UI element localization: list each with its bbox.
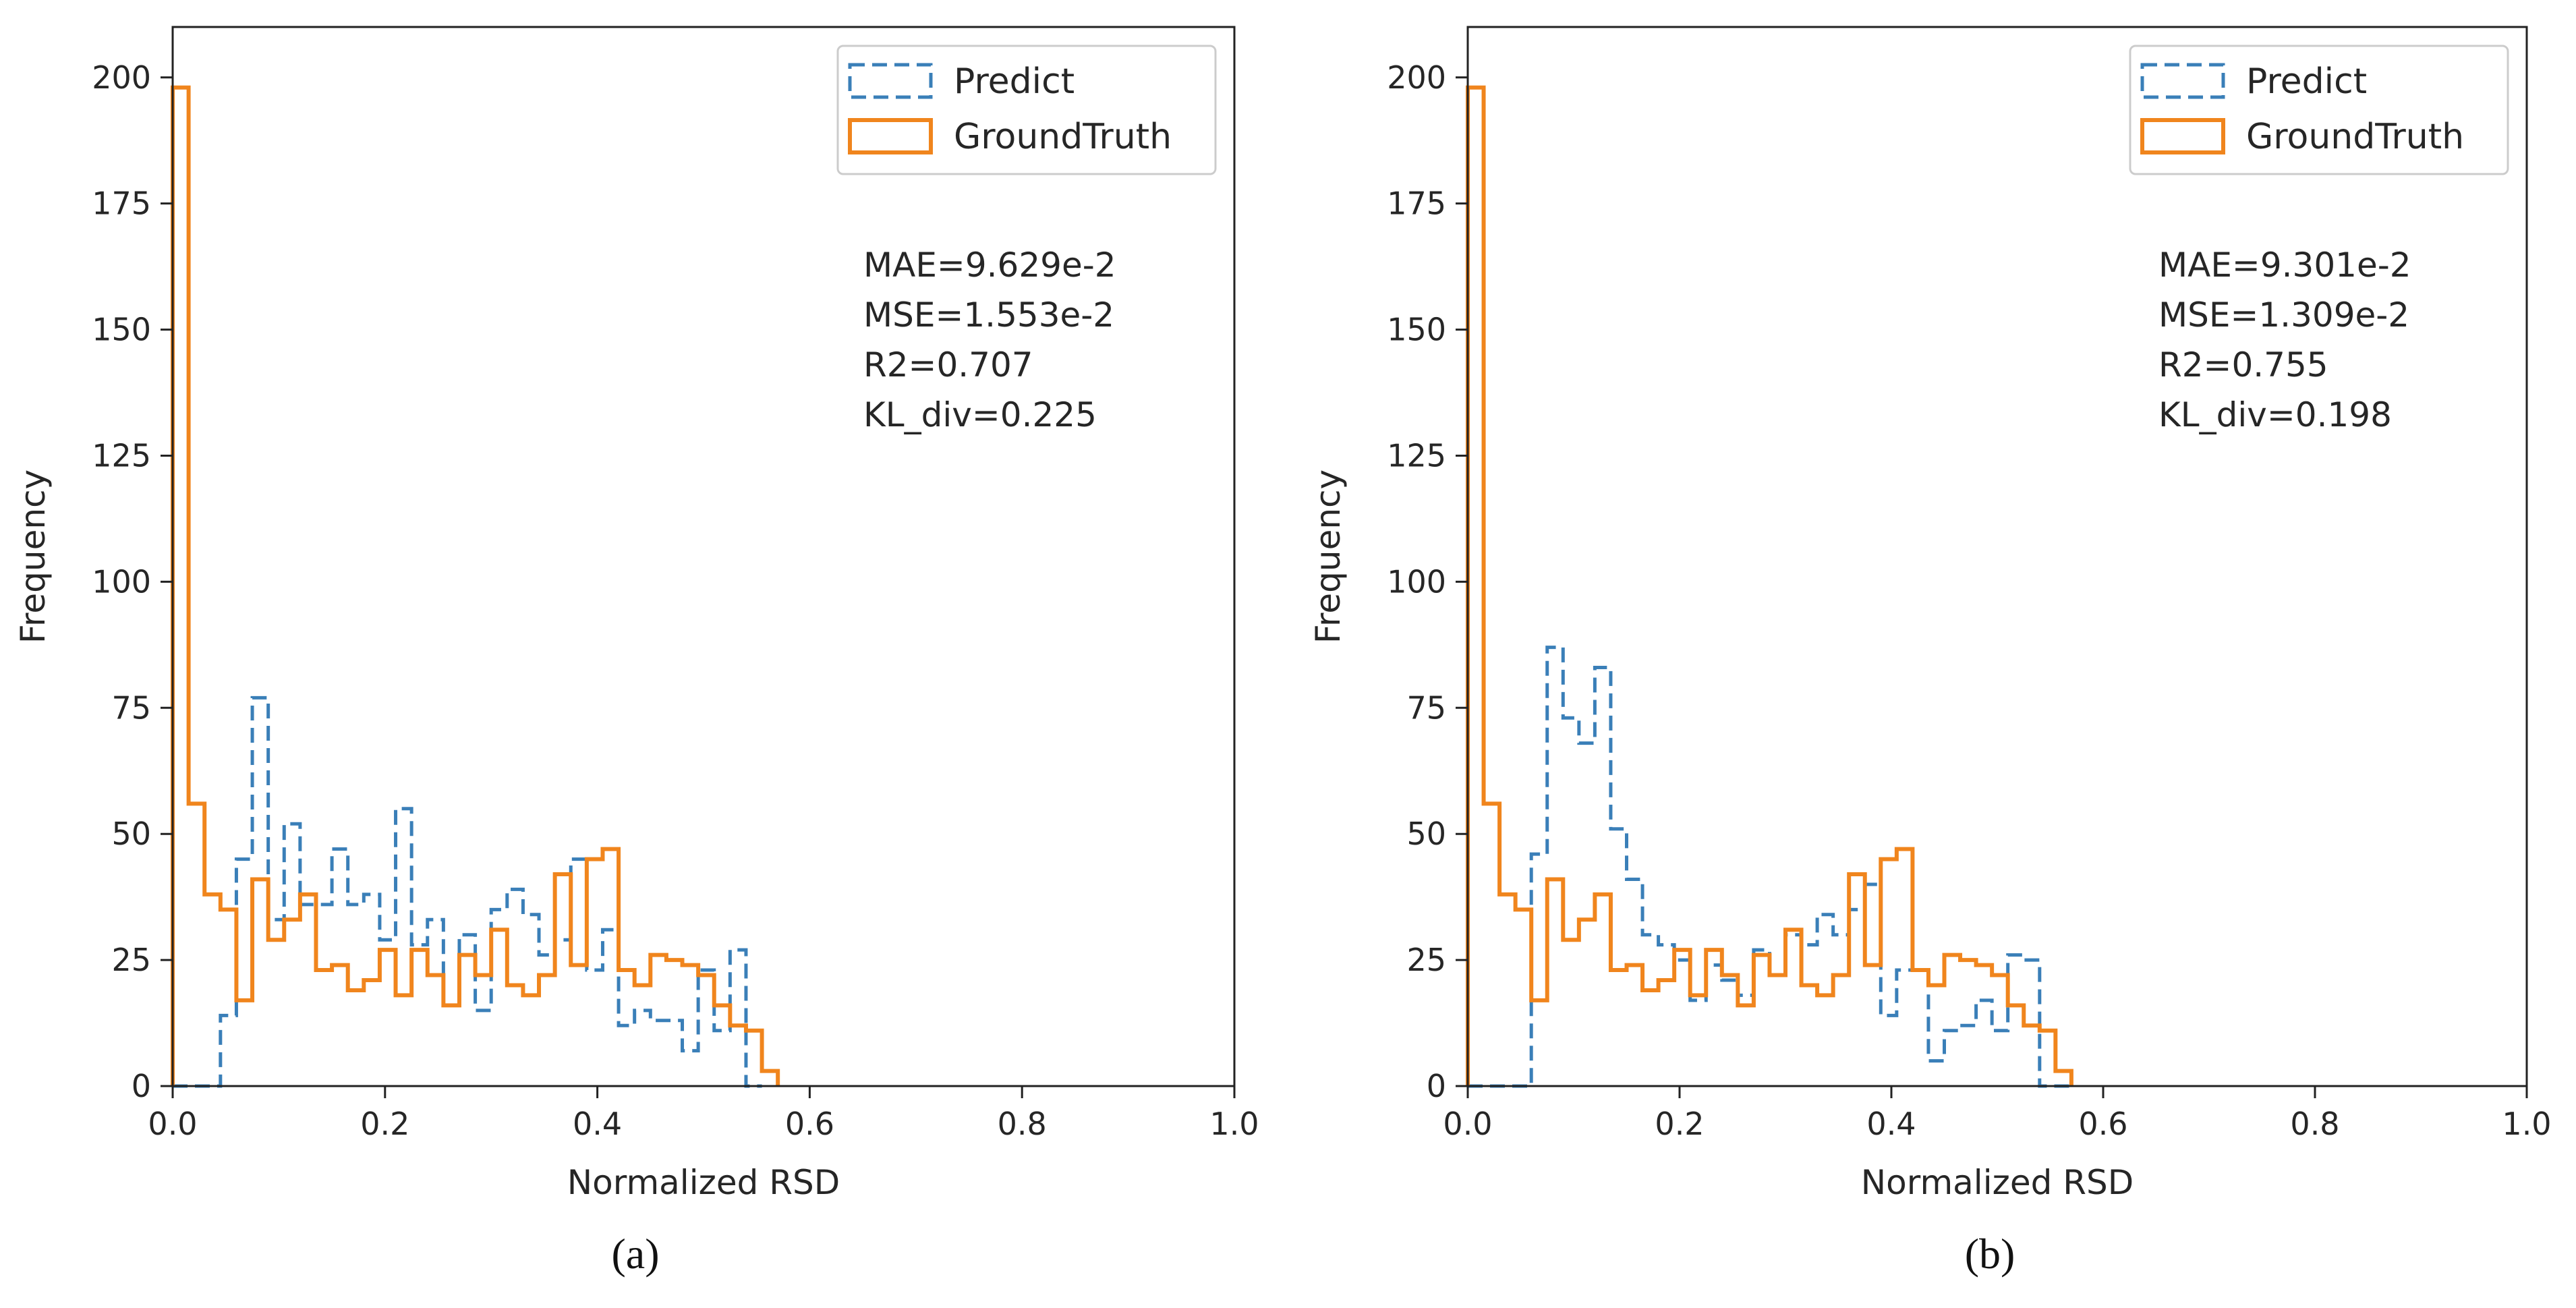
x-tick-label: 1.0 xyxy=(2502,1106,2551,1142)
y-tick-label: 125 xyxy=(1387,437,1446,474)
y-tick-label: 150 xyxy=(1387,312,1446,348)
y-tick-label: 200 xyxy=(1387,59,1446,96)
x-axis-label: Normalized RSD xyxy=(567,1163,840,1202)
legend-groundtruth-swatch xyxy=(2140,118,2225,154)
metric-text-line: MAE=9.301e-2 xyxy=(2158,246,2411,285)
y-tick-label: 25 xyxy=(1406,942,1446,978)
x-tick-label: 0.4 xyxy=(573,1106,622,1142)
groundtruth-histogram-series xyxy=(171,85,780,1086)
y-tick-label: 175 xyxy=(92,186,151,222)
y-axis-label: Frequency xyxy=(13,470,53,644)
y-tick-label: 75 xyxy=(111,689,151,726)
x-tick-label: 0.4 xyxy=(1866,1106,1916,1142)
legend-predict-swatch xyxy=(2140,63,2225,99)
x-tick-label: 0.0 xyxy=(148,1106,197,1142)
metric-text-line: R2=0.707 xyxy=(863,345,1033,385)
x-tick-label: 0.8 xyxy=(998,1106,1047,1142)
y-tick-label: 125 xyxy=(92,437,151,474)
metric-text-line: KL_div=0.198 xyxy=(2158,395,2392,434)
y-tick-label: 75 xyxy=(1406,689,1446,726)
plot-area xyxy=(173,27,1234,1086)
plot-area xyxy=(1468,27,2527,1086)
metric-text-line: KL_div=0.225 xyxy=(863,395,1097,434)
metric-text-line: MSE=1.553e-2 xyxy=(863,295,1114,335)
y-tick-label: 0 xyxy=(1427,1068,1446,1104)
legend-predict-label: Predict xyxy=(954,61,1075,102)
y-tick-label: 150 xyxy=(92,312,151,348)
y-tick-label: 50 xyxy=(1406,816,1446,852)
x-tick-label: 1.0 xyxy=(1209,1106,1259,1142)
axes-frame xyxy=(171,26,1236,1087)
histogram-panel-a: 0.0 0.2 0.4 0.6 0.8 1.0 0 25 50 75 100 125 150 175 200… xyxy=(13,26,1259,1278)
x-tick-label: 0.2 xyxy=(1655,1106,1704,1142)
x-tick-label: 0.6 xyxy=(2078,1106,2127,1142)
legend-predict-label: Predict xyxy=(2246,61,2367,102)
histogram-panel-b: 0.0 0.2 0.4 0.6 0.8 1.0 0 25 50 75 100 125 150 175 200… xyxy=(1309,26,2552,1278)
legend-groundtruth-label: GroundTruth xyxy=(2246,117,2464,157)
y-tick-label: 50 xyxy=(111,816,151,852)
x-tick-label: 0.2 xyxy=(360,1106,409,1142)
x-tick-label: 0.8 xyxy=(2290,1106,2339,1142)
panel-caption: (a) xyxy=(611,1230,659,1278)
axes-frame xyxy=(1466,26,2528,1087)
groundtruth-histogram-series xyxy=(1466,85,2073,1086)
legend-groundtruth-label: GroundTruth xyxy=(954,117,1172,157)
panel-caption: (b) xyxy=(1965,1230,2015,1278)
y-tick-label: 100 xyxy=(92,563,151,600)
legend-groundtruth-swatch xyxy=(848,118,933,154)
metric-text-line: MAE=9.629e-2 xyxy=(863,246,1116,285)
x-tick-label: 0.6 xyxy=(785,1106,834,1142)
x-axis-label: Normalized RSD xyxy=(1861,1163,2134,1202)
legend-predict-swatch xyxy=(848,63,933,99)
y-tick-label: 0 xyxy=(132,1068,151,1104)
metric-text-line: MSE=1.309e-2 xyxy=(2158,295,2409,335)
y-tick-label: 25 xyxy=(111,942,151,978)
x-tick-label: 0.0 xyxy=(1443,1106,1492,1142)
metric-text-line: R2=0.755 xyxy=(2158,345,2328,385)
y-tick-label: 175 xyxy=(1387,186,1446,222)
y-tick-label: 100 xyxy=(1387,563,1446,600)
y-tick-label: 200 xyxy=(92,59,151,96)
y-axis-label: Frequency xyxy=(1309,470,1348,644)
